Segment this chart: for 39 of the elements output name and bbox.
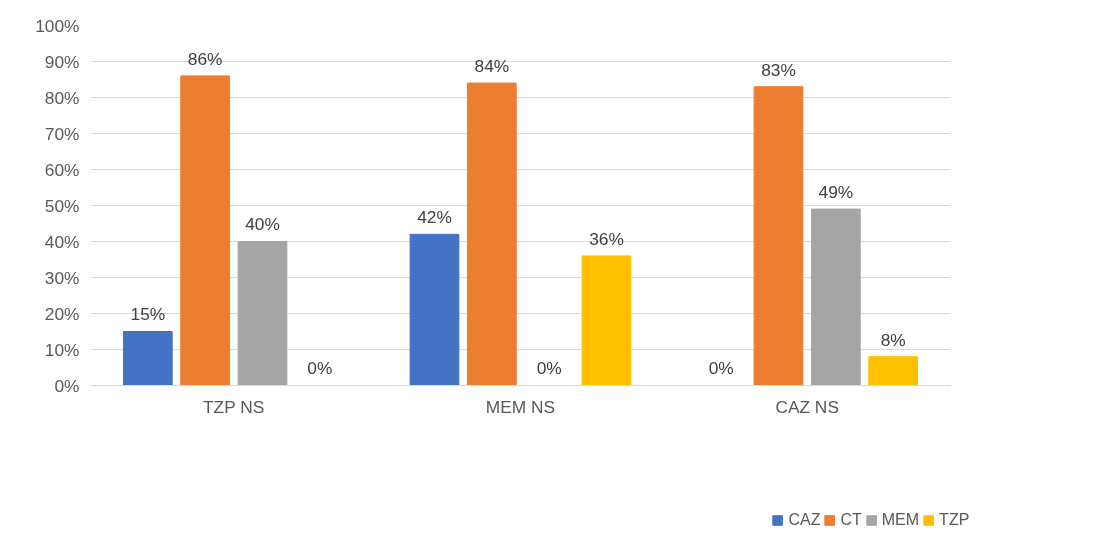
data-label: 40% xyxy=(245,214,280,235)
legend-label: TZP xyxy=(939,510,970,529)
x-tick-label: TZP NS xyxy=(203,396,265,417)
x-tick-label: MEM NS xyxy=(485,396,556,417)
legend-label: CAZ xyxy=(788,510,821,529)
y-tick-label: 30% xyxy=(44,267,80,288)
y-tick-label: 90% xyxy=(44,51,80,72)
y-tick-label: 100% xyxy=(35,15,80,36)
y-tick-label: 0% xyxy=(54,375,80,396)
data-label: 42% xyxy=(417,207,452,228)
data-label: 86% xyxy=(187,48,223,69)
bar xyxy=(581,255,632,386)
data-label: 0% xyxy=(708,358,734,379)
bar xyxy=(409,233,460,386)
legend-label: MEM xyxy=(881,510,920,529)
bar xyxy=(237,241,288,386)
y-tick-label: 60% xyxy=(44,159,80,180)
y-tick-label: 80% xyxy=(44,87,80,108)
bar xyxy=(753,86,804,386)
bar xyxy=(466,82,517,386)
data-label: 84% xyxy=(474,55,510,76)
y-tick-label: 10% xyxy=(44,339,80,360)
y-tick-label: 20% xyxy=(44,303,80,324)
bar xyxy=(868,356,919,386)
data-label: 0% xyxy=(307,358,333,379)
bar xyxy=(122,331,173,386)
data-label: 83% xyxy=(761,59,796,80)
bar xyxy=(180,75,231,386)
x-tick-label: CAZ NS xyxy=(775,396,839,417)
data-label: 0% xyxy=(536,358,562,379)
legend-label: CT xyxy=(840,510,862,529)
data-label: 15% xyxy=(130,304,166,325)
y-tick-label: 50% xyxy=(44,195,80,216)
bar xyxy=(810,208,861,386)
y-tick-label: 40% xyxy=(44,231,80,252)
data-label: 49% xyxy=(818,181,854,202)
data-label: 36% xyxy=(589,228,624,249)
data-label: 8% xyxy=(880,329,906,350)
y-tick-label: 70% xyxy=(44,123,80,144)
